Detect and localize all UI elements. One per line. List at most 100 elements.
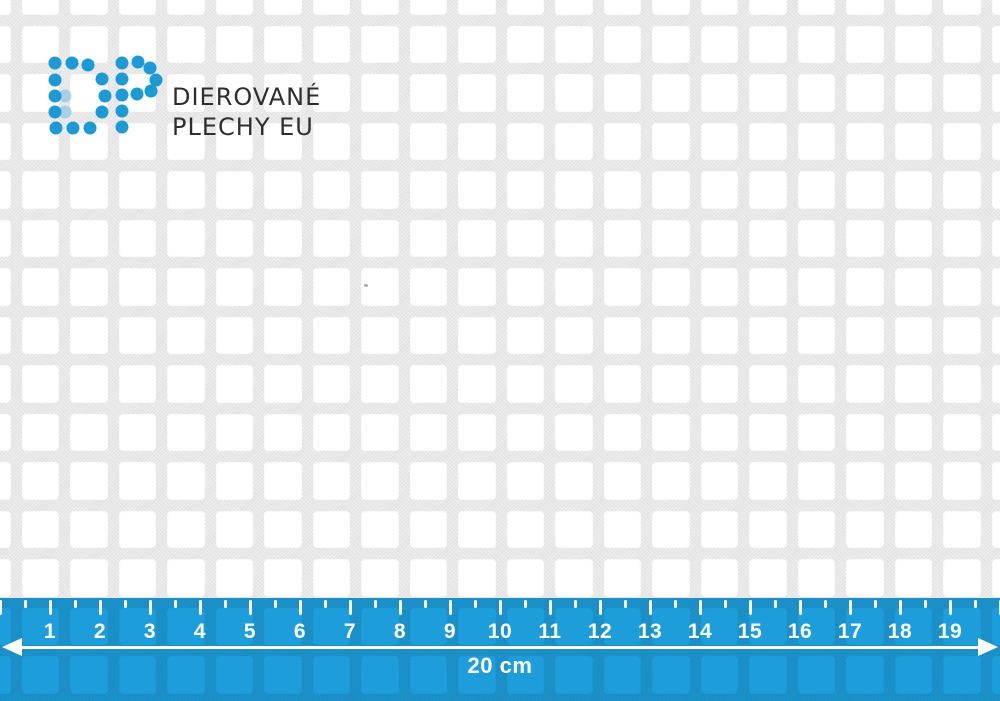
hole [506,0,544,15]
hole [555,0,593,15]
minor-tick [873,600,877,608]
hole [797,462,835,500]
hole [70,0,108,15]
hole [846,171,884,209]
minor-tick [773,600,777,608]
logo-dot [48,73,62,87]
hole [555,510,593,548]
hole [361,559,399,597]
hole [0,413,11,451]
hole [118,365,156,403]
hole [846,268,884,306]
hole [894,462,932,500]
minor-tick [923,600,927,608]
ruler-number: 16 [787,620,813,643]
hole [21,0,59,15]
ruler-number: 18 [887,620,913,643]
arrow-right-head-icon [978,638,998,656]
hole [215,510,253,548]
hole [797,365,835,403]
hole [70,365,108,403]
hole [458,510,496,548]
hole [700,365,738,403]
hole [555,365,593,403]
hole [894,74,932,112]
hole [409,413,447,451]
hole [894,316,932,354]
hole [0,510,11,548]
hole [603,510,641,548]
major-tick [948,600,952,615]
hole [167,365,205,403]
hole [506,413,544,451]
hole [458,74,496,112]
hole [555,413,593,451]
hole [312,316,350,354]
hole [361,365,399,403]
hole [894,122,932,160]
hole [312,413,350,451]
hole [749,559,787,597]
hole [700,171,738,209]
logo-dot [144,84,158,98]
hole [506,122,544,160]
hole [603,171,641,209]
hole [21,316,59,354]
hole [652,122,690,160]
hole [70,413,108,451]
major-tick [98,600,102,615]
hole [700,122,738,160]
logo-dot [143,61,157,75]
hole [943,462,981,500]
minor-tick [323,600,327,608]
major-tick [598,600,602,615]
hole [749,316,787,354]
hole [894,559,932,597]
hole [361,74,399,112]
hole [991,559,1000,597]
hole [458,219,496,257]
hole [215,268,253,306]
hole [652,462,690,500]
hole [312,559,350,597]
hole [991,171,1000,209]
hole [361,462,399,500]
hole [603,316,641,354]
ruler-number: 4 [193,620,207,643]
logo-dot [66,121,80,135]
minor-tick [623,600,627,608]
hole [215,219,253,257]
minor-tick [73,600,77,608]
hole [118,219,156,257]
hole [943,25,981,63]
logo-dot [48,89,62,103]
hole [846,122,884,160]
logo-dot-faded [58,89,72,103]
hole [458,0,496,15]
hole [409,0,447,15]
minor-tick [673,600,677,608]
hole [312,462,350,500]
hole [0,316,11,354]
logo-dot [49,121,63,135]
hole [652,268,690,306]
hole [118,510,156,548]
hole [943,510,981,548]
major-tick [648,600,652,615]
hole [70,268,108,306]
hole [894,219,932,257]
logo-dot [130,87,144,101]
hole [215,559,253,597]
hole [312,268,350,306]
hole [894,25,932,63]
hole [215,74,253,112]
hole [652,25,690,63]
hole [264,462,302,500]
hole [21,268,59,306]
hole [652,559,690,597]
logo-dot [95,72,109,86]
arrow-left-head-icon [2,638,22,656]
hole [846,74,884,112]
logo-dot [48,56,62,70]
hole [361,268,399,306]
